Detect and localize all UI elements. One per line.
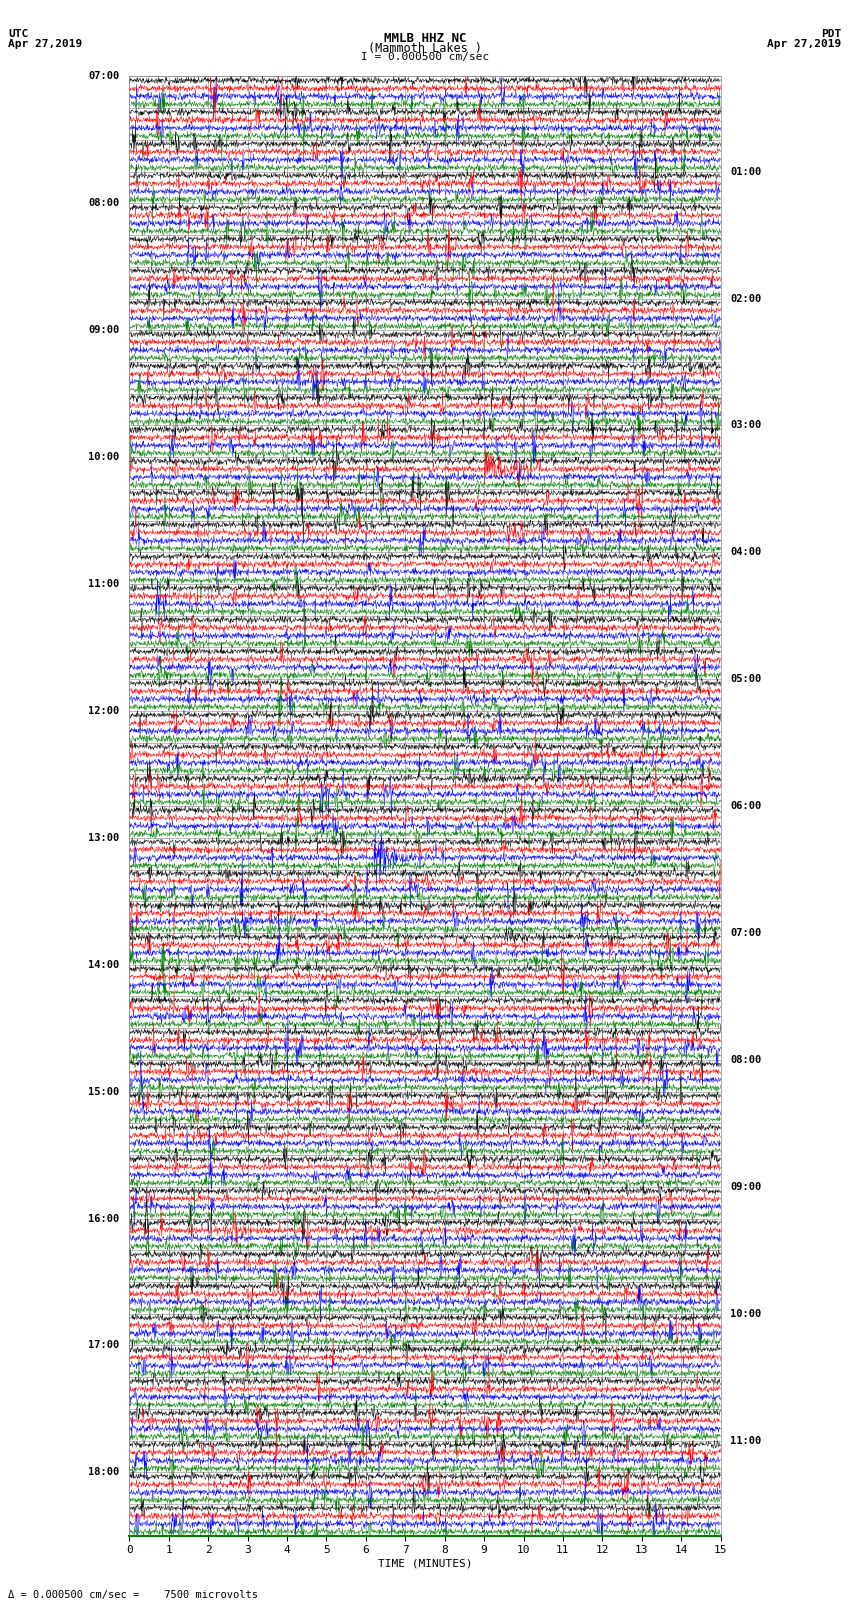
Text: UTC: UTC	[8, 29, 29, 39]
Text: 16:00: 16:00	[88, 1213, 120, 1224]
Text: 15:00: 15:00	[88, 1087, 120, 1097]
Text: 11:00: 11:00	[88, 579, 120, 589]
Text: 08:00: 08:00	[730, 1055, 762, 1065]
Text: 07:00: 07:00	[88, 71, 120, 81]
Text: 01:00: 01:00	[730, 166, 762, 177]
Text: Δ = 0.000500 cm/sec =    7500 microvolts: Δ = 0.000500 cm/sec = 7500 microvolts	[8, 1590, 258, 1600]
X-axis label: TIME (MINUTES): TIME (MINUTES)	[377, 1560, 473, 1569]
Text: 06:00: 06:00	[730, 802, 762, 811]
Text: 11:00: 11:00	[730, 1436, 762, 1445]
Text: 18:00: 18:00	[88, 1468, 120, 1478]
Text: Apr 27,2019: Apr 27,2019	[8, 39, 82, 48]
Text: 09:00: 09:00	[730, 1182, 762, 1192]
Text: I = 0.000500 cm/sec: I = 0.000500 cm/sec	[361, 52, 489, 61]
Text: 04:00: 04:00	[730, 547, 762, 558]
Text: 12:00: 12:00	[88, 706, 120, 716]
Text: 14:00: 14:00	[88, 960, 120, 969]
Text: 05:00: 05:00	[730, 674, 762, 684]
Text: (Mammoth Lakes ): (Mammoth Lakes )	[368, 42, 482, 55]
Text: 02:00: 02:00	[730, 294, 762, 303]
Text: 10:00: 10:00	[730, 1308, 762, 1319]
Text: 13:00: 13:00	[88, 832, 120, 844]
Text: 10:00: 10:00	[88, 452, 120, 463]
Text: 07:00: 07:00	[730, 927, 762, 939]
Text: 09:00: 09:00	[88, 326, 120, 336]
Text: 08:00: 08:00	[88, 198, 120, 208]
Text: 17:00: 17:00	[88, 1340, 120, 1350]
Text: PDT: PDT	[821, 29, 842, 39]
Text: MMLB HHZ NC: MMLB HHZ NC	[383, 32, 467, 45]
Text: 03:00: 03:00	[730, 421, 762, 431]
Text: Apr 27,2019: Apr 27,2019	[768, 39, 842, 48]
